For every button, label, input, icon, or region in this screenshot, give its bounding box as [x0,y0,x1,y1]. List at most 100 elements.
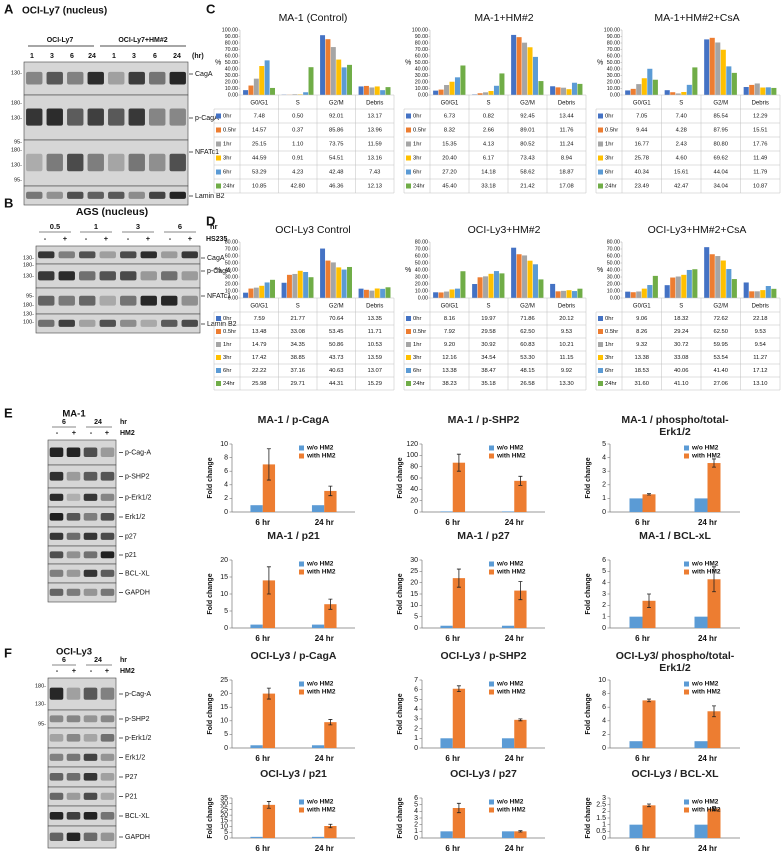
bar [686,84,692,95]
x-tick-label: 24 hr [505,518,524,527]
chart-title-box: MA-1 / p27 [457,530,510,542]
y-tick-label: 1.5 [596,815,606,822]
bar [577,83,583,95]
band-label: GAPDH [125,589,150,596]
mw-marker: 130- [35,701,46,707]
bar [311,745,325,748]
y-tick-label: 20.00 [607,281,620,287]
lane-label: 1 [112,53,116,60]
table-cell: 29.71 [290,381,305,387]
table-cell: 10.87 [753,184,768,190]
table-cell: 11.59 [368,142,382,148]
y-tick-label: 2 [414,725,418,732]
legend-swatch [684,569,689,575]
bar [385,287,391,298]
bar [341,67,347,95]
table-cell: 62.50 [713,329,728,335]
mw-marker: 95- [38,721,46,727]
y-tick-label: 70.00 [225,246,238,252]
chart-title-box: OCI-Ly3 / BCL-XL [631,768,718,780]
table-cell: 37.16 [290,368,305,374]
bar [527,260,533,298]
y-tick-label: 30.00 [607,274,620,280]
band-label: p-SHP2 [125,716,150,723]
bar [664,285,670,298]
bar [501,511,515,512]
bar [760,290,766,298]
chart-title: MA-1 / phospho/total-Erk1/2 [621,414,729,438]
blot-band [83,812,98,820]
table-cell: 4.23 [292,170,303,176]
error-bar [266,801,271,809]
treatment-label: HM2 [120,668,135,675]
y-tick-label: 0.00 [610,92,620,98]
table-cell: 11.24 [559,142,574,148]
legend-swatch [406,368,411,373]
legend-label: with HM2 [496,807,526,814]
lane-label: 6 [70,53,74,60]
legend-swatch [489,807,494,813]
bar [369,290,375,298]
blot-strip [35,313,201,334]
mw-marker: 130- [23,273,34,279]
bar [694,741,708,748]
y-tick-label: 5 [602,568,606,575]
blot-band [120,251,137,259]
bar [444,291,450,298]
bar [707,463,721,512]
bar [292,273,298,298]
table-cell: 42.80 [290,184,305,190]
bar [538,81,544,95]
table-cell: 0.37 [292,128,303,134]
bar [477,277,483,298]
legend-swatch [216,113,221,119]
band-label: p-CagA [195,115,219,122]
table-cell: 21.77 [290,316,305,322]
blot-band [67,153,84,172]
blot-band [120,271,137,281]
bar [630,88,636,95]
legend-label: 3hr [223,355,231,361]
y-tick-label: 3 [414,716,418,723]
blot-band [181,295,198,306]
bar [566,290,572,298]
sign-label: - [56,666,59,675]
blot-band [46,71,63,85]
y-tick-label: 70.00 [607,246,620,252]
table-cell: 8.26 [636,329,647,335]
blot-band [100,812,115,820]
treatment-label: HS235 [206,236,228,243]
sign-label: - [90,666,93,675]
y-tick-label: 20 [410,580,418,587]
blot-band [100,471,115,481]
legend-label: 24hr [413,184,425,190]
blot-band [46,153,63,172]
bar [452,578,466,628]
chart-title-box: MA-1 / phospho/total-Erk1/2 [621,414,729,438]
blot-band [100,569,115,577]
chart-title-box: MA-1 / BCL-xL [639,530,711,542]
blot-band [100,551,115,559]
bar [325,260,331,298]
legend-label: 6hr [605,368,613,374]
table-header: S [679,304,683,310]
y-tick-label: 80.00 [607,239,620,245]
table-cell: 0.91 [292,156,303,162]
table-cell: 9.92 [561,368,572,374]
table-cell: 20.40 [442,156,457,162]
table-cell: 4.28 [676,128,687,134]
y-tick-label: 4 [224,482,228,489]
y-tick-label: 20.00 [607,79,620,85]
bar [488,273,494,298]
y-tick-label: 40.00 [607,66,620,72]
bar [324,722,337,748]
table-header: G2/M [520,304,535,310]
bar [694,498,708,512]
bar [259,66,265,95]
blot-band [100,687,115,700]
bar [374,86,380,95]
legend-swatch [216,329,221,334]
y-tick-label: 2 [602,731,606,738]
blot-band [67,108,84,126]
blot-band [79,319,96,327]
